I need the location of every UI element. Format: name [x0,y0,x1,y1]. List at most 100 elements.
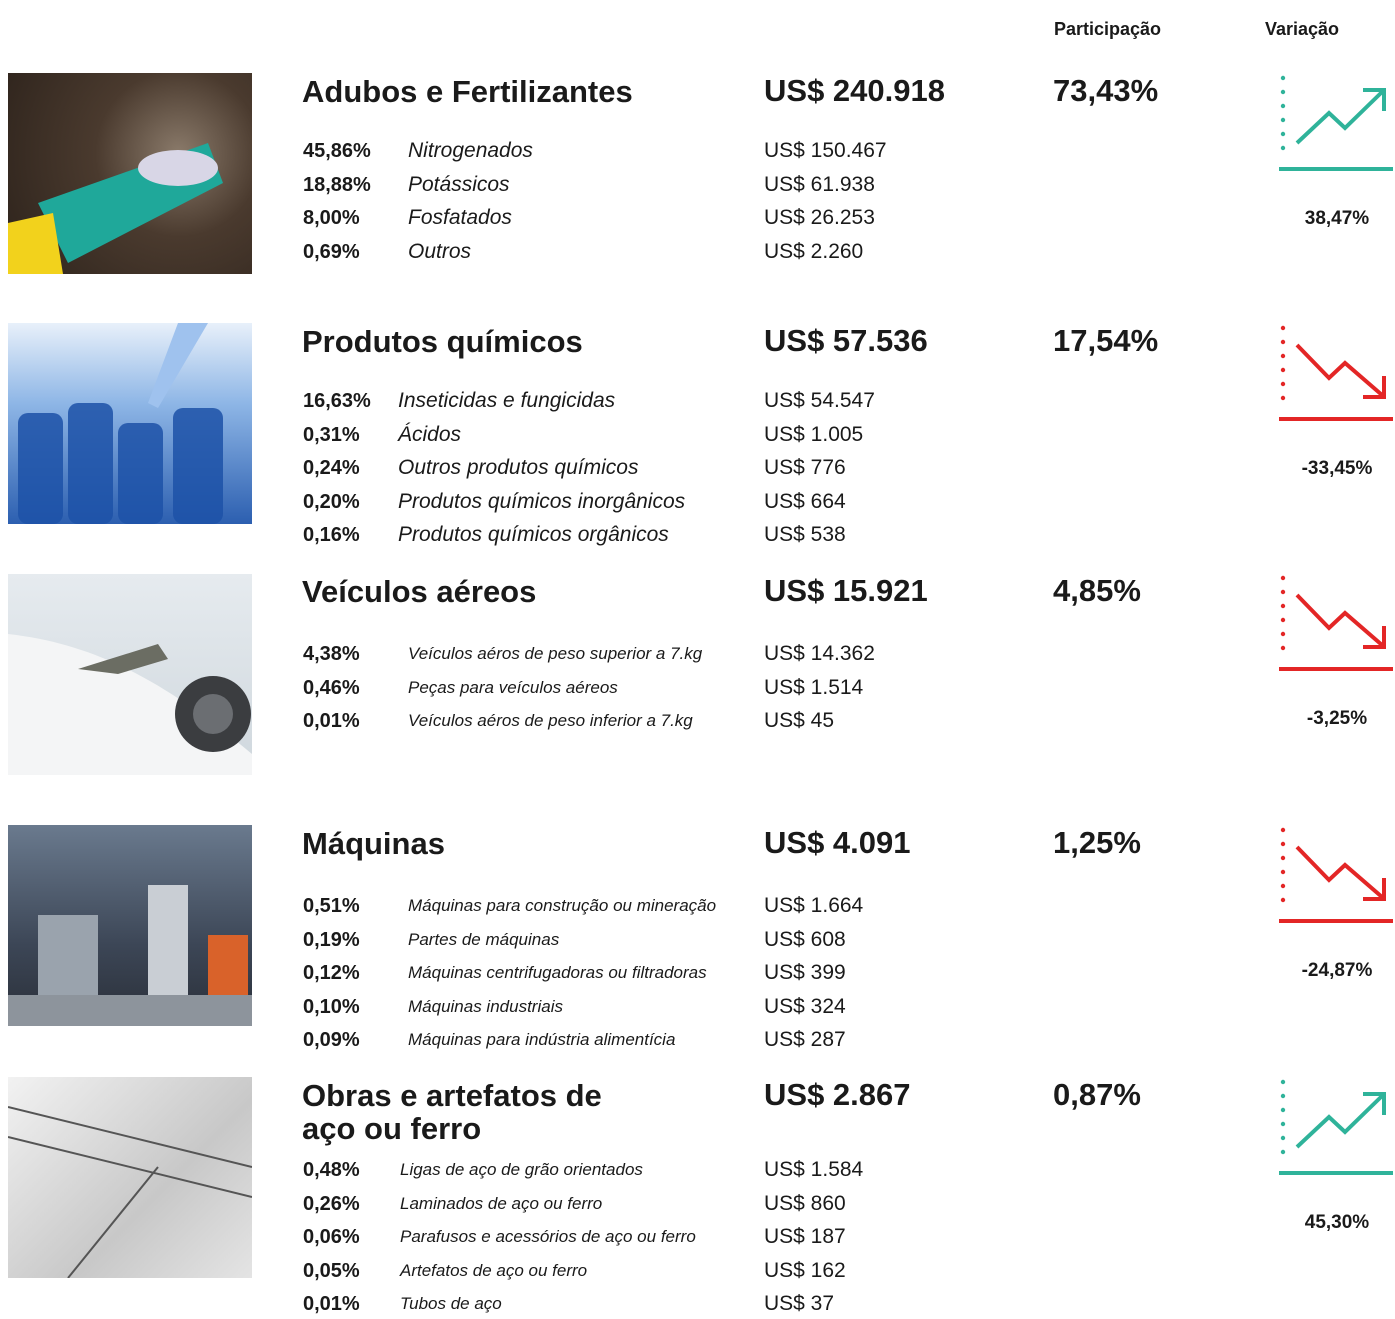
item-share: 0,05% [303,1260,360,1283]
item-share: 0,24% [303,457,360,480]
section-variation: -24,87% [1277,960,1395,982]
item-share: 0,06% [303,1226,360,1249]
item-value: US$ 26.253 [764,206,875,230]
item-value: US$ 776 [764,456,846,480]
item-value: US$ 860 [764,1192,846,1216]
section-total: US$ 57.536 [764,323,928,359]
item-value: US$ 324 [764,995,846,1019]
item-value: US$ 1.514 [764,676,863,700]
item-name: Laminados de aço ou ferro [400,1192,602,1216]
item-share: 0,12% [303,962,360,985]
item-value: US$ 1.584 [764,1158,863,1182]
item-name: Outros produtos químicos [398,456,638,480]
item-value: US$ 54.547 [764,389,875,413]
item-share: 0,31% [303,424,360,447]
section-share: 73,43% [1053,73,1158,109]
section-title: Máquinas [302,827,445,860]
item-name: Inseticidas e fungicidas [398,389,615,413]
fertilizer-photo [8,73,252,274]
item-share: 0,48% [303,1159,360,1182]
section-variation: 38,47% [1277,208,1395,230]
item-share: 0,19% [303,929,360,952]
section-title: Veículos aéreos [302,575,536,608]
section-total: US$ 240.918 [764,73,945,109]
item-share: 0,01% [303,710,360,733]
item-value: US$ 1.664 [764,894,863,918]
item-value: US$ 2.260 [764,240,863,264]
aircraft-photo [8,574,252,775]
trend-up-icon [1277,1074,1395,1184]
item-name: Partes de máquinas [408,928,559,952]
machinery-photo [8,825,252,1026]
item-name: Peças para veículos aéreos [408,676,618,700]
item-share: 16,63% [303,390,371,413]
item-share: 0,51% [303,895,360,918]
share-header: Participação [1054,19,1161,40]
item-value: US$ 14.362 [764,642,875,666]
item-value: US$ 150.467 [764,139,887,163]
item-name: Ligas de aço de grão orientados [400,1158,643,1182]
item-share: 0,26% [303,1193,360,1216]
item-share: 0,10% [303,996,360,1019]
section-share: 0,87% [1053,1077,1141,1113]
item-share: 8,00% [303,207,360,230]
item-name: Tubos de aço [400,1292,502,1316]
item-name: Outros [408,240,471,264]
item-share: 0,01% [303,1293,360,1316]
item-name: Máquinas para indústria alimentícia [408,1028,675,1052]
item-share: 0,16% [303,524,360,547]
item-name: Fosfatados [408,206,512,230]
section-variation: -3,25% [1277,708,1395,730]
machinery-illustration [8,825,252,1026]
fertilizer-illustration [8,73,252,274]
item-share: 4,38% [303,643,360,666]
item-value: US$ 538 [764,523,846,547]
item-value: US$ 664 [764,490,846,514]
item-name: Produtos químicos orgânicos [398,523,669,547]
item-name: Artefatos de aço ou ferro [400,1259,587,1283]
section-title: Produtos químicos [302,325,583,358]
trend-up-icon [1277,70,1395,180]
chemicals-photo [8,323,252,524]
item-value: US$ 399 [764,961,846,985]
item-share: 18,88% [303,174,371,197]
item-name: Máquinas industriais [408,995,563,1019]
steel-photo [8,1077,252,1278]
item-name: Nitrogenados [408,139,533,163]
section-total: US$ 15.921 [764,573,928,609]
item-value: US$ 37 [764,1292,834,1316]
item-name: Veículos aéros de peso inferior a 7.kg [408,709,693,733]
item-share: 0,20% [303,491,360,514]
item-value: US$ 61.938 [764,173,875,197]
item-name: Parafusos e acessórios de aço ou ferro [400,1225,696,1249]
section-total: US$ 4.091 [764,825,911,861]
aircraft-illustration [8,574,252,775]
item-name: Máquinas centrifugadoras ou filtradoras [408,961,707,985]
section-variation: -33,45% [1277,458,1395,480]
section-title: Obras e artefatos de aço ou ferro [302,1079,602,1145]
chemicals-illustration [8,323,252,524]
item-name: Potássicos [408,173,510,197]
page: {"header": {"share_label": "Participação… [0,0,1395,1319]
item-share: 45,86% [303,140,371,163]
item-value: US$ 162 [764,1259,846,1283]
item-value: US$ 1.005 [764,423,863,447]
section-total: US$ 2.867 [764,1077,911,1113]
item-value: US$ 608 [764,928,846,952]
item-value: US$ 45 [764,709,834,733]
trend-down-icon [1277,822,1395,932]
section-share: 17,54% [1053,323,1158,359]
section-share: 1,25% [1053,825,1141,861]
section-variation: 45,30% [1277,1212,1395,1234]
section-title: Adubos e Fertilizantes [302,75,633,108]
variation-header: Variação [1265,19,1339,40]
item-name: Ácidos [398,423,461,447]
trend-down-icon [1277,320,1395,430]
item-share: 0,69% [303,241,360,264]
item-name: Produtos químicos inorgânicos [398,490,685,514]
trend-down-icon [1277,570,1395,680]
item-name: Máquinas para construção ou mineração [408,894,716,918]
item-share: 0,09% [303,1029,360,1052]
item-value: US$ 187 [764,1225,846,1249]
section-share: 4,85% [1053,573,1141,609]
